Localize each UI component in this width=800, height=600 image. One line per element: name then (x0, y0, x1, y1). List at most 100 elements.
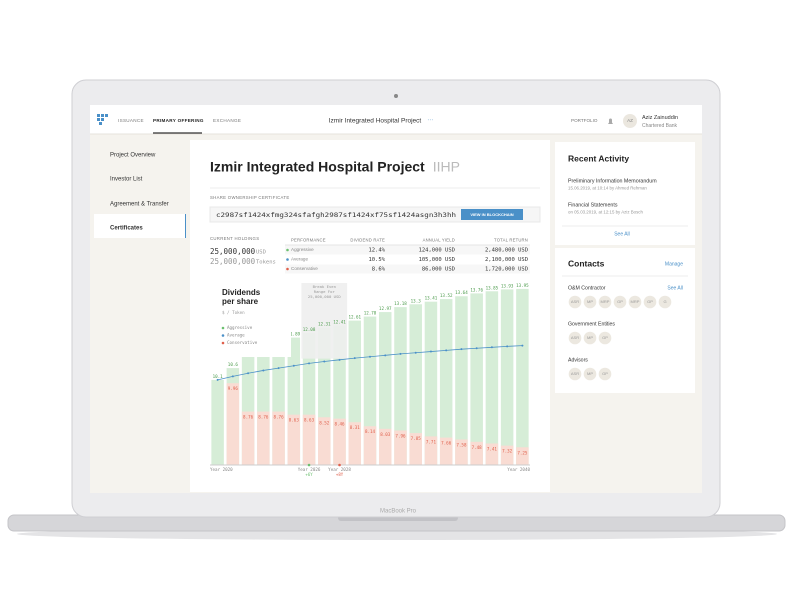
average-point (521, 344, 524, 347)
value-label: 12.08 (303, 327, 316, 332)
project-title: Izmir Integrated Hospital Project (210, 159, 425, 175)
contact-chip[interactable] (658, 295, 672, 309)
contact-chip[interactable] (598, 331, 612, 345)
value-label: 13.64 (455, 290, 468, 295)
value-label: 8.76 (258, 415, 269, 420)
manage-link[interactable]: Manage (665, 261, 683, 267)
activity-title[interactable]: Preliminary Information Memorandum (568, 178, 657, 184)
bar (211, 379, 224, 465)
average-point (277, 367, 280, 370)
contact-initials: ASR (571, 299, 579, 304)
bar (470, 293, 483, 465)
contact-chip[interactable] (598, 295, 612, 309)
contact-chip[interactable] (613, 295, 627, 309)
section-label: CURRENT HOLDINGS (210, 236, 259, 241)
value-label: 8.03 (380, 432, 391, 437)
contact-chip[interactable] (583, 367, 597, 381)
nav-tab[interactable]: EXCHANGE (213, 118, 241, 123)
contact-chip[interactable] (568, 331, 582, 345)
holding-unit: Tokens (256, 260, 276, 266)
contact-chip[interactable] (598, 367, 612, 381)
more-dots[interactable]: ··· (427, 118, 433, 124)
value-label: 7.96 (395, 433, 406, 438)
sidebar-item[interactable]: Certificates (110, 226, 143, 232)
bar (363, 426, 377, 465)
contact-initials: GP (617, 299, 623, 304)
average-point (369, 355, 371, 358)
value-label: 12.97 (379, 306, 392, 311)
x-tick-label: Year 2028 (328, 467, 351, 472)
average-point (506, 345, 509, 348)
average-point (429, 350, 432, 353)
nav-bar (90, 105, 702, 134)
group-name: Government Entities (568, 321, 615, 327)
bar (272, 411, 285, 465)
card-title: Contacts (568, 258, 605, 268)
contact-initials: MP (587, 299, 593, 304)
x-tick-note: +6Y (305, 472, 313, 477)
contact-initials: GP (602, 335, 608, 340)
break-even-label: Range For (314, 289, 336, 294)
section-label: SHARE OWNERSHIP CERTIFICATE (210, 195, 290, 200)
average-point (216, 378, 219, 381)
bar (485, 291, 499, 465)
value-label: 12.78 (364, 311, 377, 316)
sidebar-item[interactable]: Agreement & Transfer (110, 202, 169, 208)
bar (470, 441, 483, 465)
bell-icon[interactable] (608, 118, 613, 125)
contact-chip[interactable] (643, 295, 657, 309)
contact-initials: GP (602, 371, 608, 376)
average-point (353, 357, 356, 360)
chart-title: Dividends (222, 288, 261, 297)
value-label: 8.63 (289, 418, 300, 423)
activity-title[interactable]: Financial Statements (568, 202, 618, 208)
see-all-link[interactable]: See All (614, 231, 630, 237)
value-label: 13.41 (425, 296, 438, 301)
contact-chip[interactable] (568, 367, 582, 381)
value-label: 7.32 (502, 449, 513, 454)
break-even-label: Break Even (313, 284, 336, 289)
table-cell: Average (291, 257, 308, 262)
bar (378, 428, 392, 465)
average-point (262, 369, 265, 372)
button-label[interactable]: VIEW IN BLOCKCHAIN (470, 212, 513, 217)
bar (485, 443, 499, 465)
user-org: Chartered Bank (642, 123, 678, 129)
bar (455, 296, 468, 465)
bar (409, 304, 422, 465)
bar (257, 411, 270, 465)
value-label: 8.63 (304, 418, 315, 423)
row-bg (285, 264, 530, 274)
group-name: Advisors (568, 357, 588, 363)
nav-tab[interactable]: PRIMARY OFFERING (153, 118, 204, 123)
nav-tab[interactable]: ISSUANCE (118, 118, 144, 123)
value-label: 7.41 (487, 446, 498, 451)
contact-chip[interactable] (583, 331, 597, 345)
table-cell: 2,100,000 USD (485, 257, 528, 263)
group-name: O&M Contractor (568, 285, 606, 291)
value-label: 7.71 (426, 439, 437, 444)
average-point (338, 358, 341, 361)
bar (455, 439, 468, 465)
sidebar-item[interactable]: Project Overview (110, 153, 156, 159)
contact-initials: ASR (571, 335, 579, 340)
table-header: PERFORMANCE (291, 238, 326, 243)
contact-chip[interactable] (583, 295, 597, 309)
bar (348, 422, 362, 465)
sidebar-item[interactable]: Investor List (110, 177, 143, 183)
value-label: 9.96 (228, 386, 239, 391)
value-label: 8.31 (350, 425, 361, 430)
value-label: 12.31 (318, 322, 331, 327)
table-cell: 105,000 USD (419, 257, 455, 263)
card-title: Recent Activity (568, 153, 629, 163)
avatar[interactable] (623, 114, 637, 128)
see-all-link[interactable]: See All (667, 285, 683, 291)
activity-card (555, 142, 695, 245)
contact-chip[interactable] (628, 295, 642, 309)
table-header: TOTAL RETURN (494, 238, 528, 243)
blockchain-button[interactable] (461, 209, 523, 220)
contact-initials: MP (587, 371, 593, 376)
legend-label: Aggressive (227, 325, 253, 330)
nav-portfolio[interactable]: PORTFOLIO (571, 118, 598, 123)
contact-chip[interactable] (568, 295, 582, 309)
